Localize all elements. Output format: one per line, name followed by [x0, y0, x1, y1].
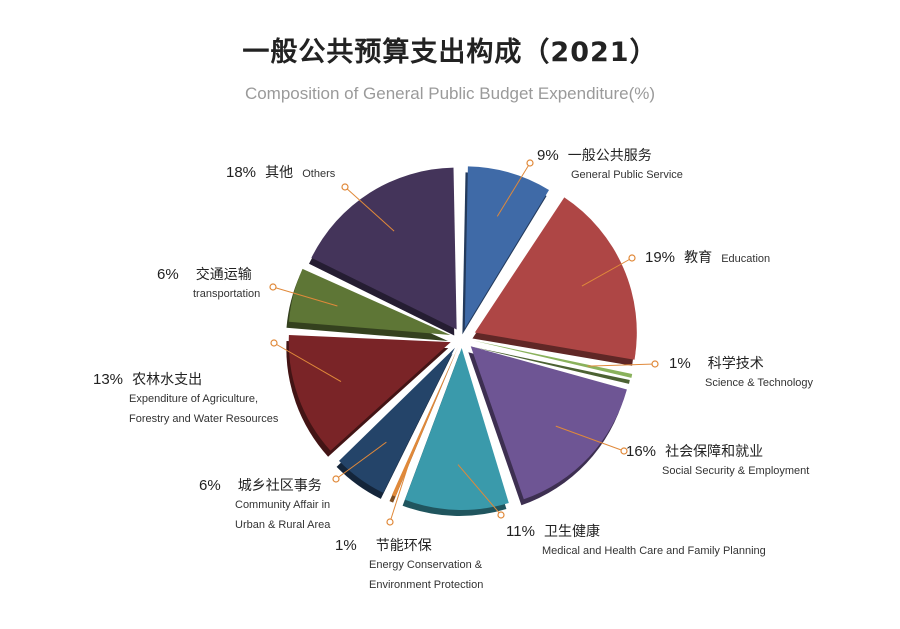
pie-slice-face — [288, 335, 451, 451]
en-label: Education — [721, 253, 771, 265]
pct-label: 13% — [93, 371, 124, 388]
pie-slice — [309, 167, 457, 336]
pie-slice-face — [473, 340, 633, 378]
label-social-security: 16% 社会保障和就业 Social Security & Employment — [626, 441, 809, 481]
leader-line — [389, 454, 413, 523]
leader-line — [335, 441, 387, 480]
en-label: Forestry and Water Resources — [129, 413, 279, 425]
pie-slice-face — [311, 167, 457, 330]
label-agriculture: 13% 农林水支出 Expenditure of Agriculture, Fo… — [93, 369, 278, 429]
en-label: Environment Protection — [369, 579, 484, 591]
zh-label: 社会保障和就业 — [665, 444, 764, 460]
en-label: Energy Conservation & — [369, 559, 483, 571]
pct-label: 11% — [506, 523, 535, 540]
leader-dot — [497, 511, 505, 519]
label-education: 19% 教育 Education — [645, 247, 770, 267]
en-label: General Public Service — [571, 169, 683, 181]
leader-line — [496, 162, 531, 217]
leader-dot — [341, 183, 349, 191]
leader-line — [273, 342, 342, 383]
zh-label: 节能环保 — [375, 538, 432, 554]
label-science-technology: 1% 科学技术 Science & Technology — [669, 353, 813, 393]
leader-line — [344, 186, 395, 232]
leader-dot — [628, 254, 636, 262]
pct-label: 19% — [645, 249, 676, 266]
pie-slice — [389, 347, 459, 503]
zh-label: 科学技术 — [707, 356, 764, 372]
pie-slice — [468, 346, 627, 506]
pie-slice — [402, 347, 509, 516]
leader-dot — [332, 475, 340, 483]
pie-slice — [462, 166, 549, 335]
pie-slice-face — [405, 347, 509, 510]
en-label: Science & Technology — [705, 377, 814, 389]
label-others: 18% 其他 Others — [226, 162, 335, 182]
label-health: 11% 卫生健康 Medical and Health Care and Fam… — [506, 521, 766, 561]
leader-line — [587, 363, 656, 367]
zh-label: 教育 — [684, 250, 713, 266]
zh-label: 农林水支出 — [132, 372, 203, 388]
zh-label: 卫生健康 — [544, 524, 601, 540]
pct-label: 6% — [157, 266, 179, 283]
leader-dot — [269, 283, 277, 291]
leader-dot — [270, 339, 278, 347]
chart-title: 一般公共预算支出构成（2021） — [242, 37, 658, 68]
pie-slice-face — [391, 347, 459, 497]
en-label: transportation — [193, 288, 261, 300]
zh-label: 交通运输 — [195, 267, 252, 283]
pie-slice — [471, 340, 633, 384]
en-label: Community Affair in — [235, 499, 331, 511]
pct-label: 1% — [669, 355, 691, 372]
pct-label: 16% — [626, 443, 657, 460]
leader-dot — [526, 159, 534, 167]
pct-label: 6% — [199, 477, 221, 494]
zh-label: 其他 — [265, 165, 294, 181]
label-energy-environment: 1% 节能环保 Energy Conservation & Environmen… — [335, 535, 483, 595]
pie-slice-face — [474, 197, 637, 360]
zh-label: 一般公共服务 — [567, 148, 652, 164]
pie-slice — [286, 268, 451, 342]
label-community-affair: 6% 城乡社区事务 Community Affair in Urban & Ru… — [199, 475, 330, 535]
leader-dot — [386, 518, 394, 526]
leader-dot — [620, 447, 628, 455]
pie-slice-face — [288, 268, 451, 336]
pie-slice — [336, 347, 455, 499]
pct-label: 1% — [335, 537, 357, 554]
en-label: Medical and Health Care and Family Plann… — [542, 545, 766, 557]
pie-slice-face — [470, 346, 627, 500]
pie-slice-depth — [471, 346, 630, 384]
label-transportation: 6% 交通运输 transportation — [157, 264, 260, 304]
en-label: Expenditure of Agriculture, — [129, 393, 259, 405]
leader-line — [555, 425, 625, 452]
pct-label: 18% — [226, 164, 257, 181]
pct-label: 9% — [537, 147, 559, 164]
leader-dot — [651, 360, 659, 368]
pie-slice — [472, 197, 637, 366]
chart-subtitle: Composition of General Public Budget Exp… — [244, 84, 656, 103]
leader-line — [272, 286, 338, 307]
pie-slice — [286, 335, 451, 457]
leader-line — [581, 257, 633, 287]
pie-slice-face — [464, 166, 549, 329]
label-general-public-service: 9% 一般公共服务 General Public Service — [537, 145, 683, 185]
pie-slice-face — [339, 347, 455, 493]
en-label: Others — [302, 168, 336, 180]
en-label: Urban & Rural Area — [235, 519, 331, 531]
en-label: Social Security & Employment — [662, 465, 810, 477]
leader-line — [457, 464, 502, 516]
zh-label: 城乡社区事务 — [237, 478, 322, 494]
